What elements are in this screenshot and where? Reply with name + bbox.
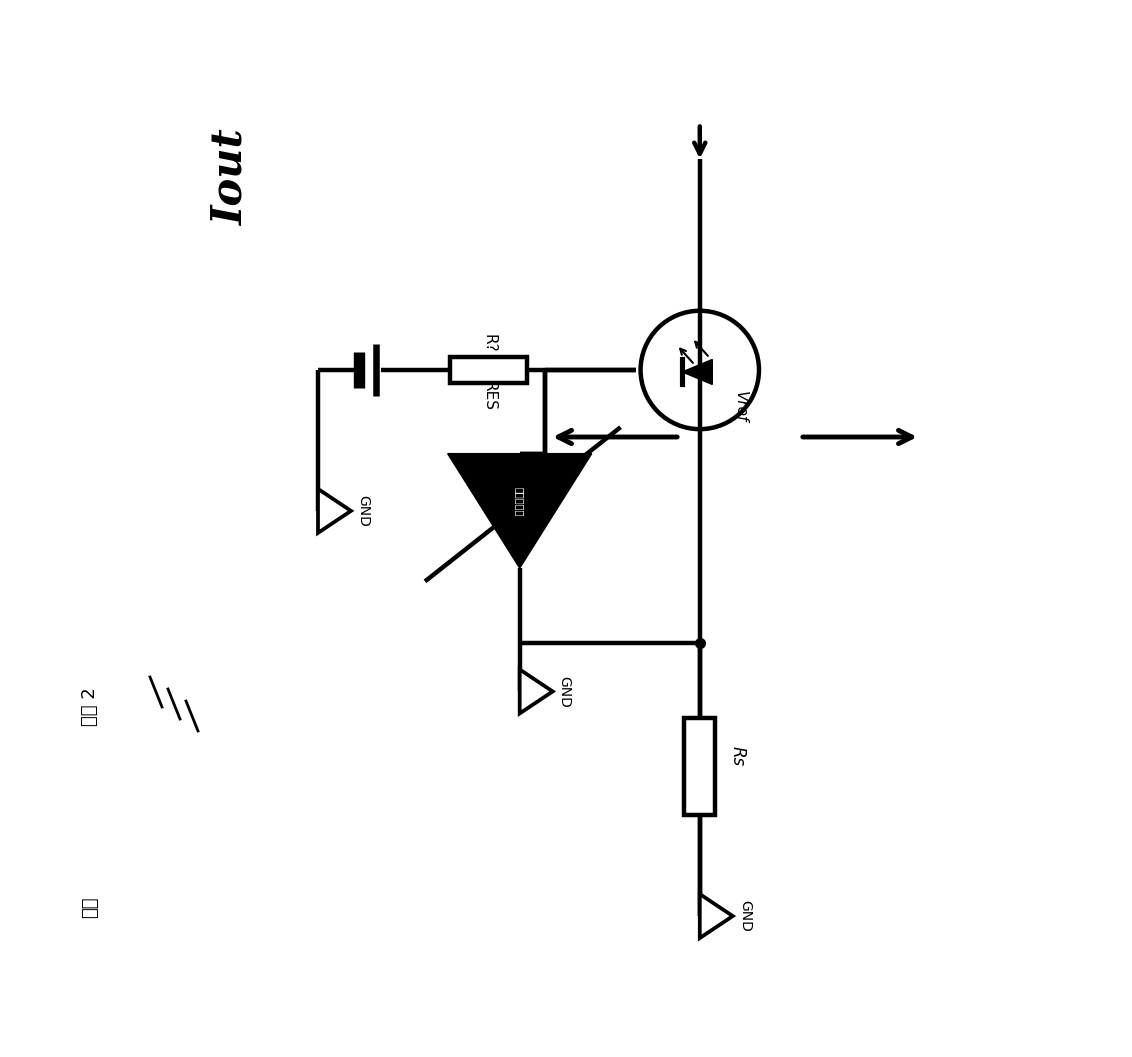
Text: GND: GND (558, 675, 572, 707)
Text: 并联稳压器: 并联稳压器 (515, 487, 525, 517)
Text: Iout: Iout (209, 129, 251, 225)
Polygon shape (683, 359, 712, 385)
Polygon shape (318, 489, 351, 533)
Polygon shape (685, 718, 715, 815)
Text: GND: GND (355, 495, 370, 526)
Text: RES: RES (481, 382, 496, 411)
Text: Rs: Rs (729, 746, 747, 766)
Polygon shape (451, 356, 528, 384)
Polygon shape (700, 894, 732, 938)
Text: 系列 2: 系列 2 (82, 688, 98, 726)
Polygon shape (447, 453, 592, 569)
Text: GND: GND (738, 901, 752, 932)
Text: 图小: 图小 (82, 896, 98, 917)
Polygon shape (520, 669, 552, 713)
Text: Vref: Vref (732, 391, 747, 422)
Text: R?: R? (481, 334, 496, 353)
